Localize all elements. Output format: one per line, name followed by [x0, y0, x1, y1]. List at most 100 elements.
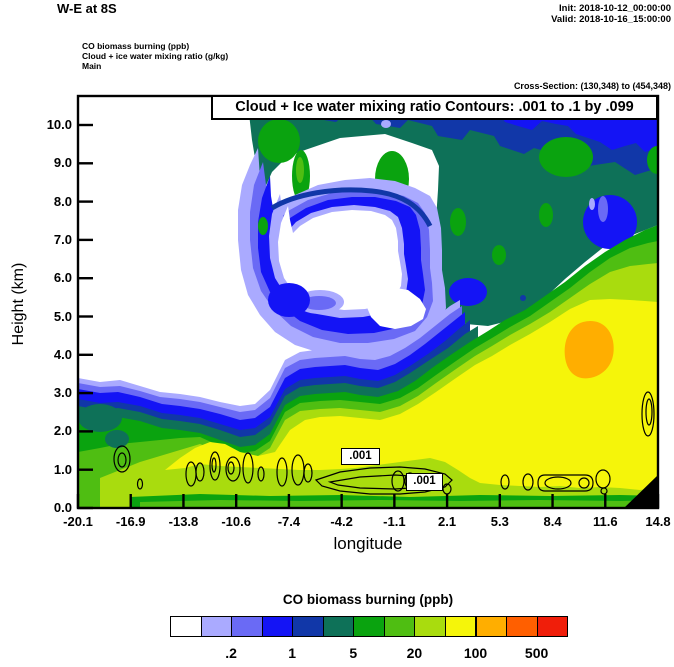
periwinkle-spot — [598, 196, 608, 222]
x-tick-label: -16.9 — [115, 514, 146, 529]
y-tick-label: 6.0 — [53, 270, 72, 286]
cloud-contour — [227, 461, 235, 475]
blue-pocket — [449, 278, 487, 306]
eye-periwinkle-tongue — [302, 296, 336, 310]
green-patch — [450, 208, 466, 236]
y-tick-label: 0.0 — [53, 500, 72, 515]
colorbar-title: CO biomass burning (ppb) — [282, 592, 454, 607]
x-tick-label: 8.4 — [543, 514, 562, 529]
y-tick-label: 5.0 — [53, 308, 72, 324]
y-tick-label: 3.0 — [53, 385, 72, 401]
cloud-contour — [578, 477, 590, 489]
cloud-contour — [211, 457, 217, 473]
colorbar-cell — [292, 616, 324, 637]
colorbar-tick-label: 100 — [463, 645, 488, 661]
cloud-contour — [113, 445, 131, 473]
colorbar-tick-label: 20 — [406, 645, 423, 661]
colorbar-cell — [444, 616, 477, 637]
terrain-black-triangle — [624, 475, 658, 508]
y-tick-label: 10.0 — [46, 117, 72, 132]
x-tick-label: -13.8 — [168, 514, 199, 529]
lavender-spot — [589, 198, 595, 210]
page-title: W-E at 8S — [57, 1, 117, 16]
colorbar-cell — [170, 616, 202, 637]
y-tick-label: 7.0 — [53, 231, 72, 247]
white-eye — [278, 206, 402, 310]
cloud-contour — [391, 470, 405, 492]
x-tick-label: -1.1 — [383, 514, 406, 529]
green-patch — [539, 203, 553, 227]
cloud-contour — [276, 457, 288, 487]
cloud-contour — [641, 391, 655, 437]
cloud-contour — [257, 466, 265, 482]
colorbar-cell — [322, 616, 355, 637]
cloud-contour-lines — [113, 391, 655, 495]
green-patch — [647, 146, 658, 174]
x-tick-label: 2.1 — [438, 514, 457, 529]
cloud-contour — [195, 462, 205, 482]
x-tick-label: 5.3 — [490, 514, 509, 529]
colorbar-cell — [414, 616, 446, 637]
orange-co-maximum — [564, 320, 614, 379]
cloud-contour — [209, 451, 221, 481]
cloud-contour — [136, 478, 144, 490]
colorbar-cell — [536, 616, 569, 637]
cloud-contour-lens — [314, 466, 453, 495]
colorbar-cell — [506, 616, 538, 637]
yellow-core — [165, 299, 658, 490]
colorbar-tick-label: 1 — [288, 645, 297, 661]
cross-section-label: Cross-Section: (130,348) to (454,348) — [513, 81, 671, 91]
axis-ticks — [76, 123, 660, 510]
valid-time-label: Valid: 2018-10-16_15:00:00 — [551, 14, 671, 25]
y-axis-title: Height (km) — [10, 262, 27, 346]
plot-title-box: Cloud + Ice water mixing ratio Contours:… — [211, 95, 658, 120]
contour-label-box: .001 — [341, 448, 380, 465]
field-line-co: CO biomass burning (ppb) — [82, 41, 190, 51]
cloud-contour — [500, 474, 510, 490]
contour-label-box: .001 — [406, 473, 443, 491]
cloud-contour — [544, 476, 572, 490]
cloud-contour — [225, 456, 241, 482]
x-tick-label: -10.6 — [221, 514, 251, 529]
cloud-contour — [522, 473, 534, 491]
colorbar-tick-label: 5 — [349, 645, 358, 661]
colorbar-cell — [383, 616, 416, 637]
x-tick-label: 14.8 — [645, 514, 671, 529]
filled-contour-field — [78, 96, 658, 508]
left-teal-blob — [105, 430, 129, 448]
x-tick-label: -20.1 — [63, 514, 93, 529]
cloud-contour — [645, 398, 653, 426]
white-eye-wedge — [366, 287, 426, 329]
cloud-contour — [600, 487, 608, 495]
colorbar-tick-label: 500 — [524, 645, 549, 661]
field-line-domain: Main — [82, 61, 102, 71]
y-tick-label: 1.0 — [53, 461, 72, 477]
cloud-contour — [303, 463, 313, 483]
green-patch — [258, 119, 300, 163]
colorbar-cell — [475, 616, 508, 637]
colorbar-cell — [200, 616, 233, 637]
hook-green-spot — [258, 217, 268, 235]
cloud-contour — [117, 452, 127, 468]
green-patch — [539, 137, 593, 177]
lavender-spot — [381, 120, 391, 128]
colorbar-cell — [231, 616, 263, 637]
field-line-cloud: Cloud + ice water mixing ratio (g/kg) — [82, 51, 229, 61]
y-tick-label: 2.0 — [53, 423, 72, 439]
x-tick-label: 11.6 — [592, 514, 618, 529]
plot-title: Cloud + Ice water mixing ratio Contours:… — [235, 99, 634, 115]
hook-blue-blob — [268, 283, 310, 317]
hook-navy-arc — [270, 187, 433, 228]
left-teal-patch — [78, 404, 122, 432]
y-tick-label: 8.0 — [53, 193, 72, 209]
init-time-label: Init: 2018-10-12_00:00:00 — [559, 3, 671, 14]
colorbar-tick-label: .2 — [225, 645, 237, 661]
x-tick-label: -4.2 — [330, 514, 353, 529]
colorbar-cell — [261, 616, 294, 637]
cloud-contour-roundrect — [537, 474, 594, 492]
bottom-bright-strip — [140, 500, 658, 508]
bright-green-core — [296, 157, 304, 183]
colorbar-cell — [353, 616, 385, 637]
green-patch — [492, 245, 506, 265]
